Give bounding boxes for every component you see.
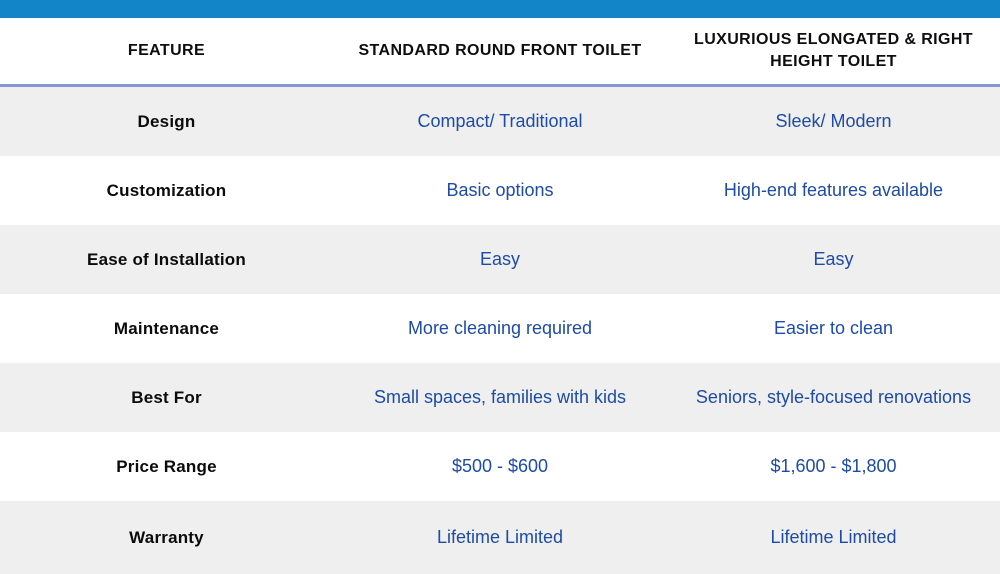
table-row: Warranty Lifetime Limited Lifetime Limit… xyxy=(0,501,1000,574)
column-header-feature: FEATURE xyxy=(127,41,206,59)
luxurious-value: $1,600 - $1,800 xyxy=(770,456,897,477)
standard-value: Easy xyxy=(479,249,521,270)
feature-label: Best For xyxy=(131,387,202,407)
standard-value: $500 - $600 xyxy=(451,456,549,477)
luxurious-value: Lifetime Limited xyxy=(770,527,897,548)
table-row: Maintenance More cleaning required Easie… xyxy=(0,294,1000,363)
standard-value: Basic options xyxy=(446,180,554,201)
column-header-standard: STANDARD ROUND FRONT TOILET xyxy=(358,41,642,59)
luxurious-value: Easy xyxy=(813,249,854,270)
table-row: Price Range $500 - $600 $1,600 - $1,800 xyxy=(0,432,1000,501)
feature-label: Ease of Installation xyxy=(87,249,246,269)
table-row: Design Compact/ Traditional Sleek/ Moder… xyxy=(0,87,1000,156)
feature-label: Warranty xyxy=(129,527,204,547)
column-header-luxurious: LUXURIOUS ELONGATED & RIGHT HEIGHT TOILE… xyxy=(694,30,973,70)
luxurious-value: Seniors, style-focused renovations xyxy=(695,387,972,408)
table-row: Customization Basic options High-end fea… xyxy=(0,156,1000,225)
luxurious-value: High-end features available xyxy=(723,180,944,201)
top-accent-bar xyxy=(0,0,1000,18)
standard-value: Lifetime Limited xyxy=(436,527,564,548)
feature-label: Design xyxy=(137,111,196,131)
table-header-row: FEATURE STANDARD ROUND FRONT TOILET LUXU… xyxy=(0,18,1000,87)
feature-label: Customization xyxy=(106,180,227,200)
table-row: Best For Small spaces, families with kid… xyxy=(0,363,1000,432)
standard-value: Small spaces, families with kids xyxy=(373,387,627,408)
feature-label: Price Range xyxy=(116,456,217,476)
luxurious-value: Easier to clean xyxy=(773,318,894,339)
feature-label: Maintenance xyxy=(113,318,220,338)
standard-value: More cleaning required xyxy=(407,318,593,339)
table-row: Ease of Installation Easy Easy xyxy=(0,225,1000,294)
table-body: Design Compact/ Traditional Sleek/ Moder… xyxy=(0,87,1000,574)
luxurious-value: Sleek/ Modern xyxy=(775,111,892,132)
standard-value: Compact/ Traditional xyxy=(417,111,583,132)
